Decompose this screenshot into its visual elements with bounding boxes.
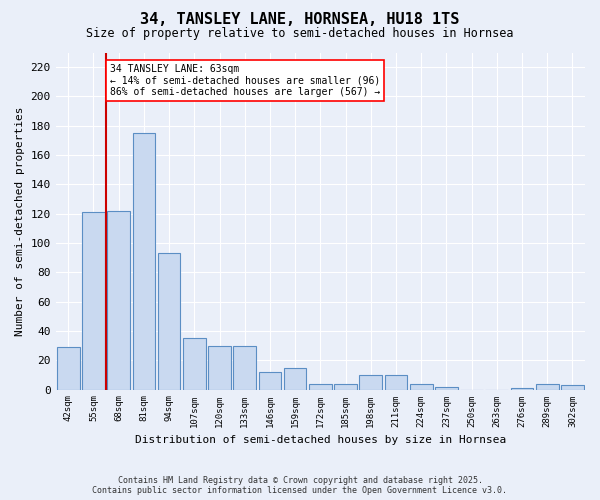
Text: 34, TANSLEY LANE, HORNSEA, HU18 1TS: 34, TANSLEY LANE, HORNSEA, HU18 1TS: [140, 12, 460, 28]
Bar: [82, 212, 105, 390]
Bar: [511, 388, 533, 390]
Bar: [259, 372, 281, 390]
Bar: [334, 384, 357, 390]
Bar: [435, 386, 458, 390]
Bar: [561, 385, 584, 390]
Bar: [233, 346, 256, 390]
Bar: [133, 133, 155, 390]
X-axis label: Distribution of semi-detached houses by size in Hornsea: Distribution of semi-detached houses by …: [135, 435, 506, 445]
Bar: [208, 346, 231, 390]
Bar: [385, 375, 407, 390]
Text: Contains HM Land Registry data © Crown copyright and database right 2025.
Contai: Contains HM Land Registry data © Crown c…: [92, 476, 508, 495]
Bar: [359, 375, 382, 390]
Text: 34 TANSLEY LANE: 63sqm
← 14% of semi-detached houses are smaller (96)
86% of sem: 34 TANSLEY LANE: 63sqm ← 14% of semi-det…: [110, 64, 380, 98]
Bar: [107, 211, 130, 390]
Bar: [57, 347, 80, 390]
Bar: [410, 384, 433, 390]
Bar: [284, 368, 307, 390]
Text: Size of property relative to semi-detached houses in Hornsea: Size of property relative to semi-detach…: [86, 28, 514, 40]
Bar: [183, 338, 206, 390]
Bar: [158, 254, 181, 390]
Y-axis label: Number of semi-detached properties: Number of semi-detached properties: [15, 106, 25, 336]
Bar: [536, 384, 559, 390]
Bar: [309, 384, 332, 390]
